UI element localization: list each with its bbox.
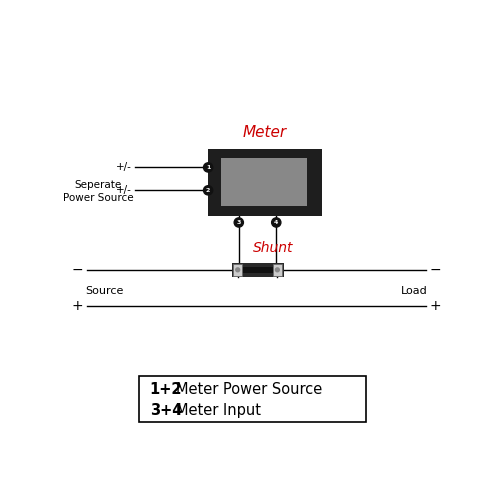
- Circle shape: [236, 268, 240, 272]
- Text: Shunt: Shunt: [252, 241, 293, 255]
- Text: −: −: [430, 263, 441, 277]
- Text: 3+4: 3+4: [150, 403, 182, 418]
- Text: +: +: [72, 300, 83, 314]
- Circle shape: [204, 186, 212, 195]
- Bar: [232, 262, 283, 277]
- Text: 1+2: 1+2: [150, 382, 182, 397]
- Text: +/-: +/-: [116, 162, 132, 172]
- Bar: [233, 264, 242, 276]
- Bar: [221, 158, 308, 206]
- Text: Load: Load: [401, 286, 427, 296]
- Bar: [139, 376, 366, 422]
- Text: 4: 4: [274, 220, 278, 225]
- Text: 1: 1: [206, 165, 210, 170]
- Text: Seperate
Power Source: Seperate Power Source: [63, 180, 134, 204]
- Text: +/-: +/-: [116, 186, 132, 196]
- Text: 3: 3: [236, 220, 241, 225]
- Circle shape: [276, 268, 280, 272]
- Bar: [208, 148, 322, 216]
- Circle shape: [272, 218, 281, 227]
- Text: −: −: [72, 263, 83, 277]
- Text: Meter Input: Meter Input: [176, 403, 261, 418]
- Text: Meter: Meter: [243, 125, 287, 140]
- Bar: [272, 264, 282, 276]
- Bar: [242, 267, 273, 272]
- Circle shape: [204, 163, 212, 172]
- Text: Meter Power Source: Meter Power Source: [176, 382, 322, 397]
- Text: 2: 2: [206, 188, 210, 193]
- Text: Source: Source: [85, 286, 124, 296]
- Circle shape: [234, 218, 243, 227]
- Text: +: +: [430, 300, 441, 314]
